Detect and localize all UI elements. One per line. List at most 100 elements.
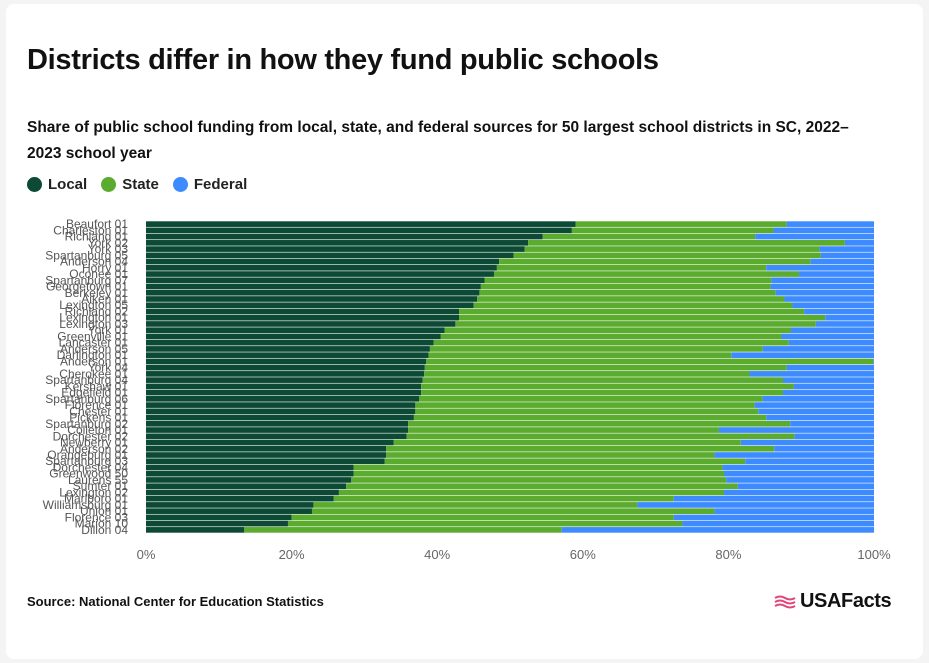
category-label: Lexington 01 — [59, 311, 128, 325]
bar-state-46 — [311, 508, 715, 514]
category-label: York 04 — [88, 361, 129, 375]
bar-federal-12 — [784, 296, 874, 302]
category-label: Williamsburg 01 — [43, 498, 129, 512]
bar-local-48 — [146, 520, 288, 527]
bar-state-2 — [542, 233, 756, 240]
bar-federal-10 — [770, 283, 874, 290]
legend-item-local: Local — [27, 176, 87, 193]
category-label: Pickens 01 — [69, 411, 128, 425]
bar-local-21 — [146, 352, 429, 358]
legend: Local State Federal — [27, 176, 247, 193]
bar-state-18 — [440, 333, 782, 340]
category-label: Florence 01 — [65, 398, 129, 412]
bar-federal-30 — [758, 408, 874, 415]
bar-state-1 — [571, 227, 774, 234]
legend-label-federal: Federal — [193, 176, 248, 193]
bar-state-16 — [455, 321, 816, 327]
legend-swatch-local — [27, 177, 42, 192]
bar-local-30 — [146, 408, 416, 415]
bar-local-42 — [146, 483, 347, 490]
category-label: Dillon 04 — [81, 523, 128, 537]
bar-federal-34 — [794, 433, 874, 440]
bar-state-28 — [419, 396, 763, 402]
bar-local-33 — [146, 427, 409, 433]
category-label: Horry 01 — [82, 261, 128, 275]
bar-federal-45 — [637, 502, 874, 508]
category-label: Anderson 02 — [60, 442, 128, 456]
bar-state-33 — [408, 427, 719, 433]
bar-state-22 — [426, 358, 874, 365]
bar-state-47 — [291, 514, 674, 521]
bar-federal-36 — [774, 445, 874, 452]
bar-federal-26 — [793, 383, 874, 390]
brand-name: USAFacts — [800, 590, 892, 612]
bar-state-26 — [421, 383, 794, 390]
bar-state-31 — [413, 414, 767, 421]
bar-local-10 — [146, 283, 481, 290]
bar-federal-41 — [726, 477, 874, 483]
bar-local-15 — [146, 314, 460, 321]
bar-federal-32 — [790, 420, 874, 427]
bar-local-4 — [146, 246, 525, 252]
bar-federal-47 — [673, 514, 874, 521]
bar-federal-49 — [561, 527, 874, 533]
bar-state-39 — [353, 464, 723, 471]
legend-item-state: State — [101, 176, 159, 193]
category-label: Dorchester 04 — [53, 460, 129, 474]
bar-federal-9 — [771, 277, 874, 284]
bar-state-0 — [575, 221, 787, 227]
bar-federal-42 — [737, 483, 874, 490]
bar-local-9 — [146, 277, 485, 284]
category-label: Lancaster 01 — [59, 336, 129, 350]
bar-federal-46 — [714, 508, 874, 514]
bar-federal-24 — [749, 371, 874, 377]
category-label: Lexington 03 — [59, 317, 128, 331]
bar-local-44 — [146, 495, 334, 502]
bar-local-7 — [146, 264, 497, 271]
bar-state-5 — [513, 252, 821, 259]
bar-federal-25 — [783, 377, 874, 383]
bar-local-24 — [146, 371, 425, 377]
bar-state-4 — [524, 246, 820, 252]
bar-local-16 — [146, 321, 456, 327]
category-label: Sumter 01 — [73, 479, 129, 493]
bar-federal-4 — [819, 246, 874, 252]
bar-federal-1 — [773, 227, 874, 234]
bar-state-19 — [433, 339, 789, 346]
bar-local-17 — [146, 327, 445, 334]
bar-state-21 — [428, 352, 732, 358]
bar-federal-39 — [722, 464, 874, 471]
bar-federal-18 — [781, 333, 874, 340]
category-label: Greenwood 50 — [49, 467, 128, 481]
chart-title: Districts differ in how they fund public… — [27, 44, 659, 76]
bar-state-25 — [422, 377, 783, 383]
bar-state-9 — [484, 277, 772, 284]
bar-federal-3 — [844, 240, 874, 246]
bar-state-7 — [496, 264, 767, 271]
bar-state-41 — [351, 477, 727, 483]
bar-federal-5 — [820, 252, 874, 259]
bar-local-19 — [146, 339, 434, 346]
bar-federal-21 — [731, 352, 874, 358]
category-label: Richland 02 — [65, 304, 129, 318]
bar-state-48 — [287, 520, 683, 527]
bar-state-6 — [499, 258, 811, 265]
bar-local-3 — [146, 240, 529, 246]
legend-swatch-state — [101, 177, 117, 192]
bar-local-11 — [146, 289, 480, 296]
category-label: Marion 10 — [75, 517, 129, 531]
bar-state-29 — [415, 402, 755, 408]
brand-logo: USAFacts — [774, 590, 892, 613]
category-label: Anderson 04 — [60, 255, 128, 269]
bar-state-27 — [421, 389, 783, 396]
bar-state-8 — [493, 271, 800, 277]
bar-federal-38 — [745, 458, 874, 465]
bar-federal-20 — [762, 346, 874, 352]
bar-state-37 — [386, 452, 715, 458]
bar-local-14 — [146, 308, 460, 315]
bar-federal-40 — [724, 470, 874, 477]
bar-local-31 — [146, 414, 414, 421]
category-label: Kershaw 01 — [65, 379, 129, 393]
category-label: Laurens 55 — [68, 473, 128, 487]
